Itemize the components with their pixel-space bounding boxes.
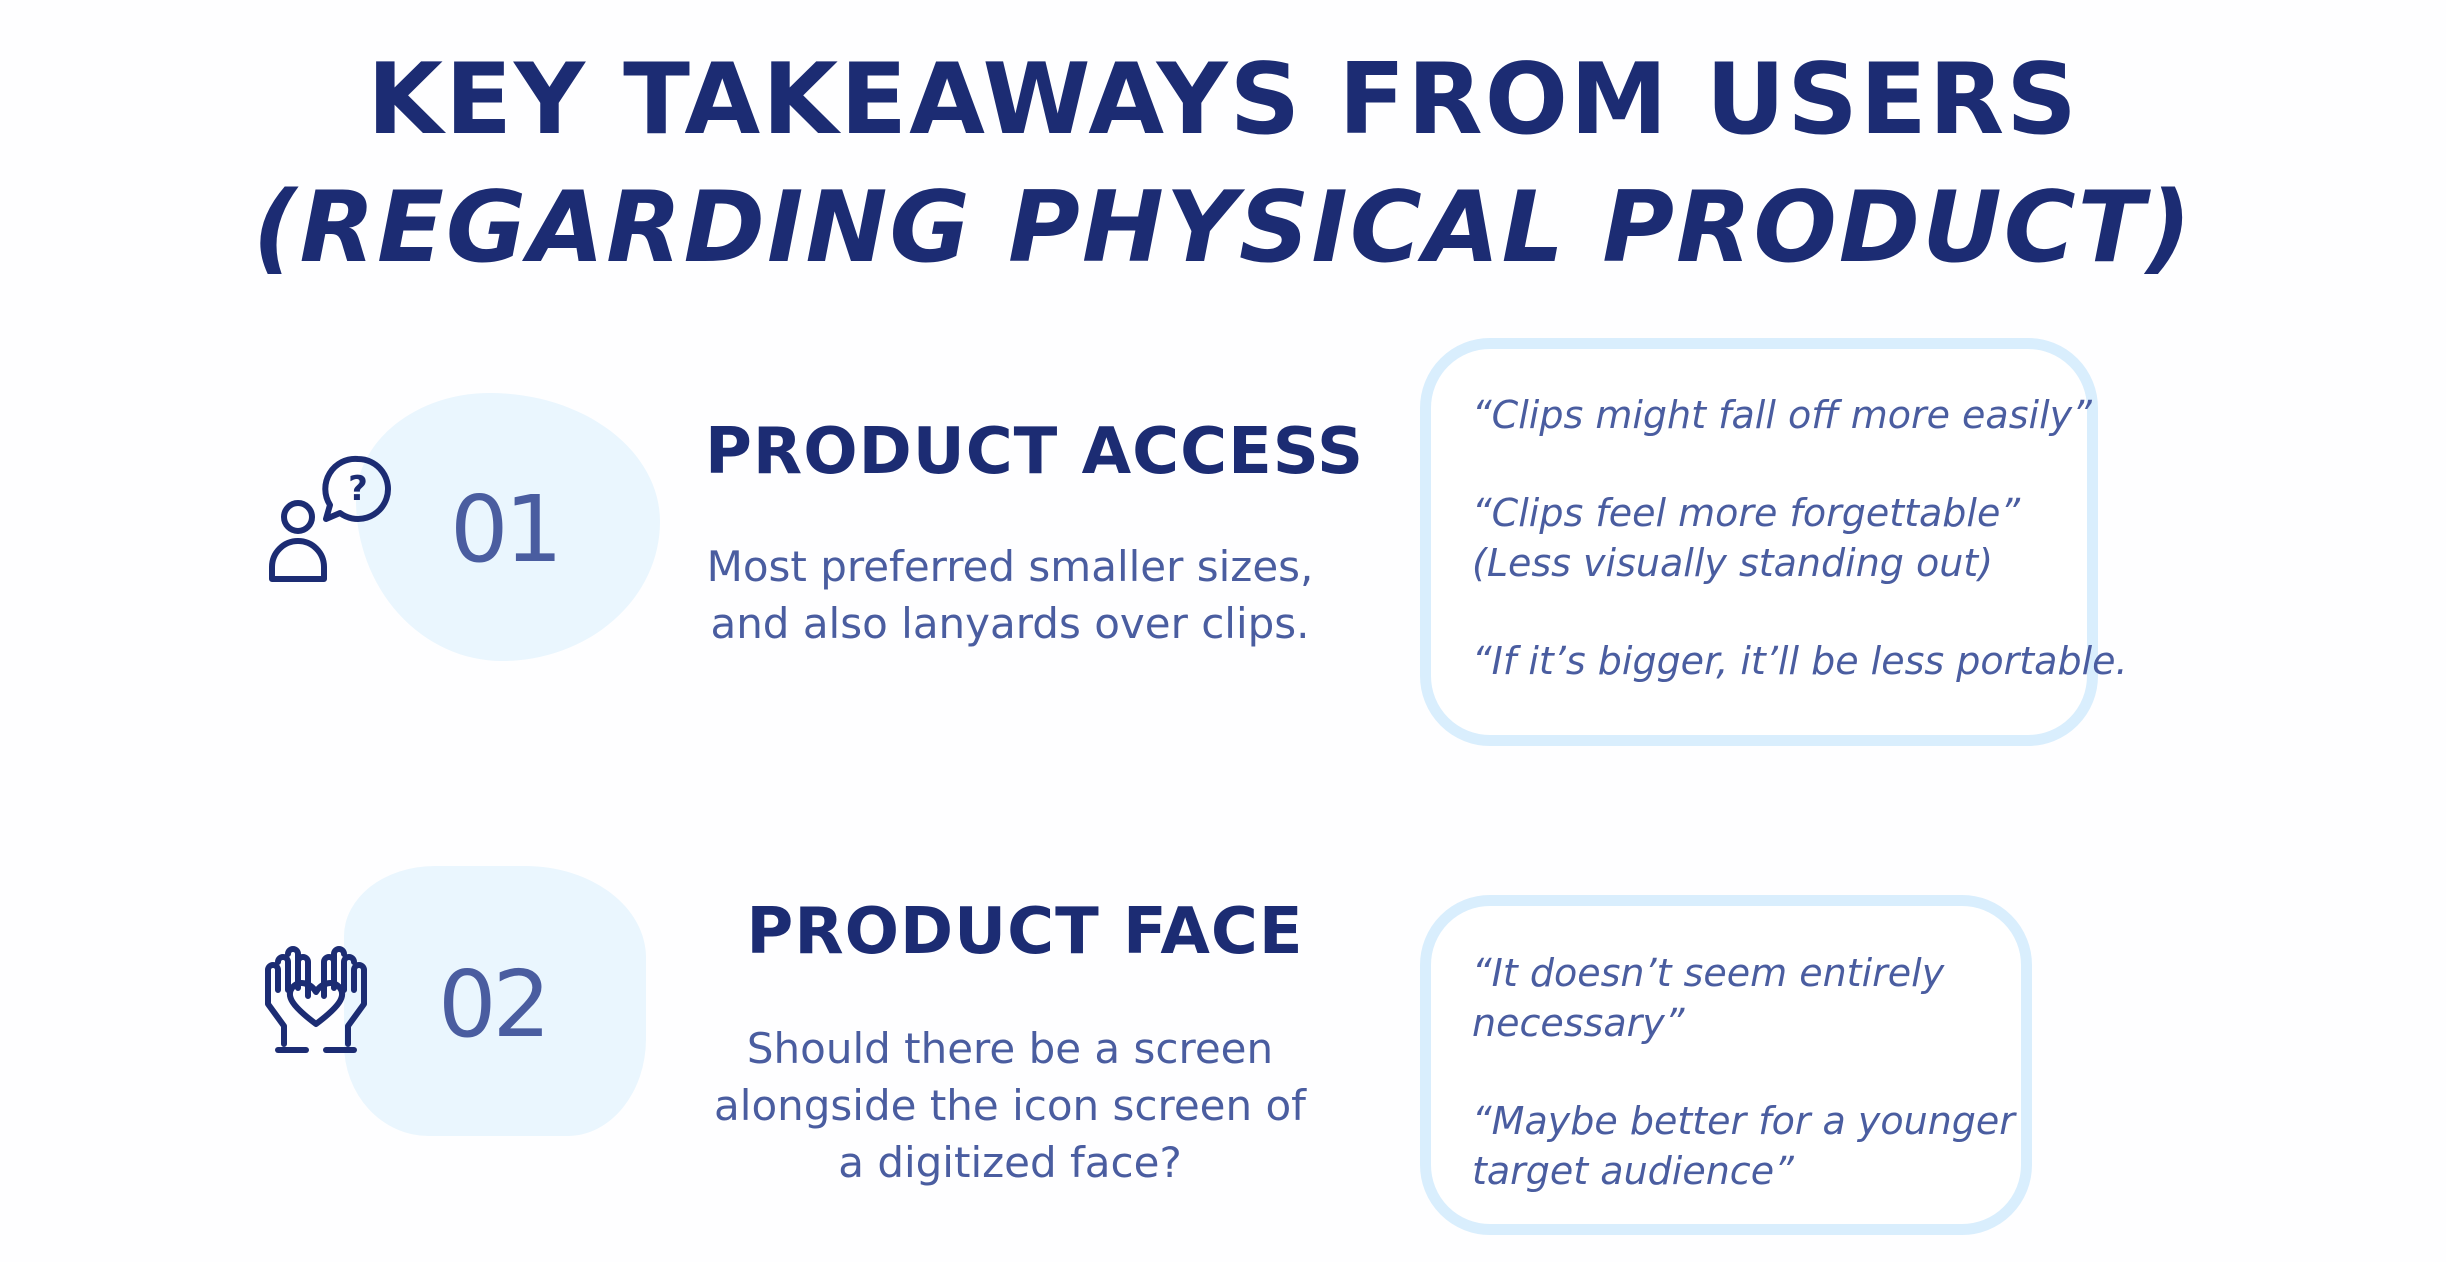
- description-line: Should there be a screen: [746, 1024, 1274, 1073]
- quote-box: [1420, 338, 2098, 746]
- section-description: Most preferred smaller sizes, and also l…: [690, 538, 1330, 652]
- user-question-icon: ?: [269, 455, 391, 582]
- number-background-blob: [344, 866, 646, 1136]
- section-heading: PRODUCT FACE: [746, 895, 1304, 969]
- user-quote: “If it’s bigger, it’ll be less portable.: [1472, 639, 2128, 683]
- user-quote: necessary”: [1472, 1001, 1685, 1045]
- user-quote: (Less visually standing out): [1472, 541, 1994, 585]
- description-line: and also lanyards over clips.: [710, 599, 1310, 648]
- page-subtitle: (REGARDING PHYSICAL PRODUCT): [252, 171, 2194, 285]
- number-background-blob: [356, 393, 660, 661]
- description-line: Most preferred smaller sizes,: [706, 542, 1314, 591]
- quote-box: [1420, 895, 2032, 1235]
- description-line: alongside the icon screen of: [714, 1081, 1306, 1130]
- user-quote: target audience”: [1472, 1149, 1794, 1193]
- svg-text:?: ?: [348, 469, 368, 509]
- user-quote: “It doesn’t seem entirely: [1472, 951, 1945, 995]
- description-line: a digitized face?: [838, 1138, 1182, 1187]
- section-number: 01: [450, 476, 563, 583]
- section-heading: PRODUCT ACCESS: [705, 415, 1365, 489]
- hands-heart-icon: [265, 946, 367, 1053]
- user-quote: “Clips feel more forgettable”: [1472, 491, 2021, 535]
- user-quote: “Maybe better for a younger: [1472, 1099, 2015, 1143]
- user-quote: “Clips might fall off more easily”: [1472, 393, 2092, 437]
- page-title: KEY TAKEAWAYS FROM USERS: [367, 43, 2079, 157]
- section-description: Should there be a screen alongside the i…: [690, 1020, 1330, 1191]
- section-number: 02: [438, 951, 551, 1058]
